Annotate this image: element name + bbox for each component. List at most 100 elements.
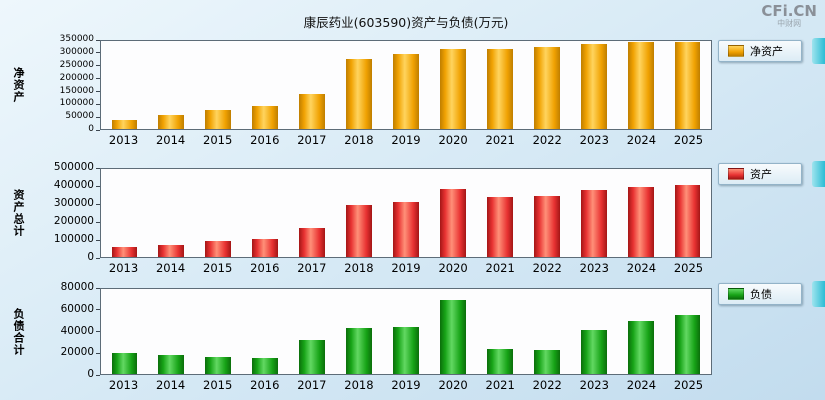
bar-liabilities-2017 <box>299 340 326 374</box>
x-tick-label: 2022 <box>532 378 562 392</box>
x-tick-label: 2015 <box>203 133 233 147</box>
x-tick-label: 2017 <box>297 133 327 147</box>
x-tick-label: 2015 <box>203 378 233 392</box>
y-tick-label: 0 <box>88 124 94 135</box>
y-tick-label: 400000 <box>53 179 94 192</box>
legend-swatch-liabilities <box>728 288 744 300</box>
bar-slot <box>476 41 523 129</box>
bar-slot <box>242 41 289 129</box>
y-tick-label: 100000 <box>59 98 94 109</box>
bar-slot <box>523 41 570 129</box>
y-tick-label: 150000 <box>59 85 94 96</box>
bar-slot <box>523 169 570 257</box>
legend-label-liabilities: 负债 <box>750 288 772 301</box>
x-tick-label: 2014 <box>155 378 186 392</box>
bar-liabilities-2024 <box>627 320 654 374</box>
x-axis-total-assets: 2013 2014 2015 2016 2017 2018 2019 2020 2021 2022… <box>100 261 712 275</box>
bar-liabilities-2021 <box>486 348 513 374</box>
y-tick-mark <box>96 167 100 169</box>
bar-slot <box>570 289 617 374</box>
y-tick-label: 80000 <box>60 281 94 294</box>
bar-net-assets-2022 <box>533 46 560 129</box>
bar-slot <box>617 41 664 129</box>
x-tick-label: 2020 <box>438 378 468 392</box>
x-tick-label: 2024 <box>626 133 657 147</box>
bar-net-assets-2019 <box>393 53 419 129</box>
bar-slot <box>617 289 664 374</box>
y-tick-mark <box>96 103 100 105</box>
bar-slot <box>101 169 148 257</box>
bar-slot <box>289 169 336 257</box>
y-tick-label: 300000 <box>59 47 94 57</box>
x-tick-label: 2016 <box>250 261 280 275</box>
y-axis-title-net-assets: 净资产 <box>12 67 25 103</box>
bar-total-assets-2019 <box>393 201 419 257</box>
x-tick-label: 2016 <box>250 378 280 392</box>
bar-slot <box>289 41 336 129</box>
bar-slot <box>570 169 617 257</box>
edge-decoration <box>812 281 825 307</box>
bar-slot <box>148 169 195 257</box>
bar-total-assets-2016 <box>252 238 279 257</box>
y-tick-label: 0 <box>87 368 94 381</box>
bar-slot <box>101 41 148 129</box>
x-tick-label: 2018 <box>344 378 374 392</box>
y-tick-mark <box>96 78 100 80</box>
y-tick-mark <box>96 374 100 376</box>
legend-net-assets[interactable]: 净资产 <box>718 40 802 62</box>
x-tick-label: 2013 <box>108 378 139 392</box>
watermark-brand: CFi.CN <box>761 2 817 20</box>
y-tick-mark <box>96 39 100 41</box>
x-tick-label: 2025 <box>673 378 704 392</box>
bar-slot <box>429 169 476 257</box>
bar-liabilities-2022 <box>533 349 560 374</box>
bar-slot <box>148 289 195 374</box>
x-tick-label: 2015 <box>203 261 233 275</box>
bar-total-assets-2017 <box>299 227 326 257</box>
bar-series-liabilities <box>101 289 711 374</box>
legend-swatch-net-assets <box>728 45 744 57</box>
y-tick-mark <box>96 185 100 187</box>
x-tick-label: 2025 <box>673 133 704 147</box>
bar-slot <box>148 41 195 129</box>
x-tick-label: 2014 <box>155 261 186 275</box>
bar-slot <box>476 289 523 374</box>
bar-slot <box>336 289 383 374</box>
y-tick-label: 0 <box>87 251 94 264</box>
bar-net-assets-2021 <box>486 48 513 129</box>
bar-net-assets-2024 <box>627 42 654 129</box>
x-tick-label: 2016 <box>250 133 280 147</box>
bar-net-assets-2020 <box>440 48 466 129</box>
bar-net-assets-2018 <box>346 58 372 129</box>
bar-net-assets-2023 <box>580 44 607 129</box>
legend-liabilities[interactable]: 负债 <box>718 283 802 305</box>
x-tick-label: 2021 <box>485 378 515 392</box>
y-tick-label: 250000 <box>59 59 94 70</box>
y-tick-mark <box>96 239 100 241</box>
plot-area-liabilities <box>100 288 712 375</box>
legend-label-net-assets: 净资产 <box>750 45 783 58</box>
x-axis-net-assets: 2013 2014 2015 2016 2017 2018 2019 2020 2021 2022… <box>100 133 712 147</box>
x-tick-label: 2024 <box>626 378 657 392</box>
y-tick-mark <box>96 309 100 311</box>
x-tick-label: 2023 <box>579 261 609 275</box>
cfi-watermark: CFi.CN 中财网 <box>761 3 817 28</box>
legend-total-assets[interactable]: 资产 <box>718 163 802 185</box>
bar-series-net-assets <box>101 41 711 129</box>
x-tick-label: 2013 <box>108 133 139 147</box>
bar-net-assets-2016 <box>252 106 279 129</box>
y-tick-mark <box>96 257 100 259</box>
bar-total-assets-2020 <box>440 189 466 257</box>
bar-series-total-assets <box>101 169 711 257</box>
bar-slot <box>289 289 336 374</box>
bar-slot <box>523 289 570 374</box>
x-tick-label: 2025 <box>673 261 704 275</box>
bar-slot <box>336 41 383 129</box>
x-tick-label: 2019 <box>391 378 421 392</box>
x-tick-label: 2022 <box>532 133 562 147</box>
y-tick-mark <box>96 352 100 354</box>
y-tick-label: 20000 <box>60 346 94 359</box>
watermark-subtitle: 中财网 <box>777 18 802 28</box>
bar-slot <box>664 169 711 257</box>
x-tick-label: 2017 <box>297 261 327 275</box>
